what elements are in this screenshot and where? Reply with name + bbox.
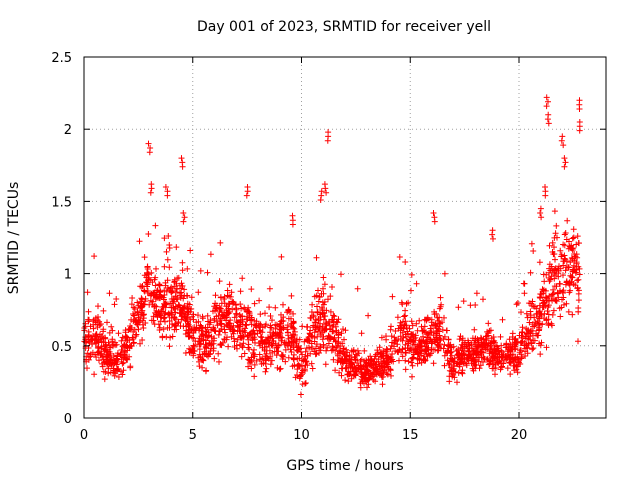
y-tick-label: 1	[64, 268, 72, 283]
x-tick-label: 20	[511, 428, 528, 443]
x-tick-label: 15	[402, 428, 419, 443]
y-tick-label: 1.5	[51, 195, 72, 210]
y-tick-label: 2.5	[51, 51, 72, 66]
x-tick-label: 5	[189, 428, 197, 443]
y-axis-label: SRMTID / TECUs	[6, 182, 22, 295]
y-tick-label: 0.5	[51, 340, 72, 355]
x-axis-label: GPS time / hours	[286, 458, 403, 474]
y-tick-label: 0	[64, 412, 72, 427]
series-points	[81, 94, 583, 398]
chart-title: Day 001 of 2023, SRMTID for receiver yel…	[197, 19, 491, 35]
x-tick-label: 0	[80, 428, 88, 443]
x-tick-label: 10	[293, 428, 310, 443]
y-tick-label: 2	[64, 123, 72, 138]
data-points	[81, 94, 583, 398]
plot-frame	[83, 56, 607, 419]
axis-ticks: 0 0.5 1 1.5 2 2.5 0 5 10 15 20	[51, 51, 606, 443]
